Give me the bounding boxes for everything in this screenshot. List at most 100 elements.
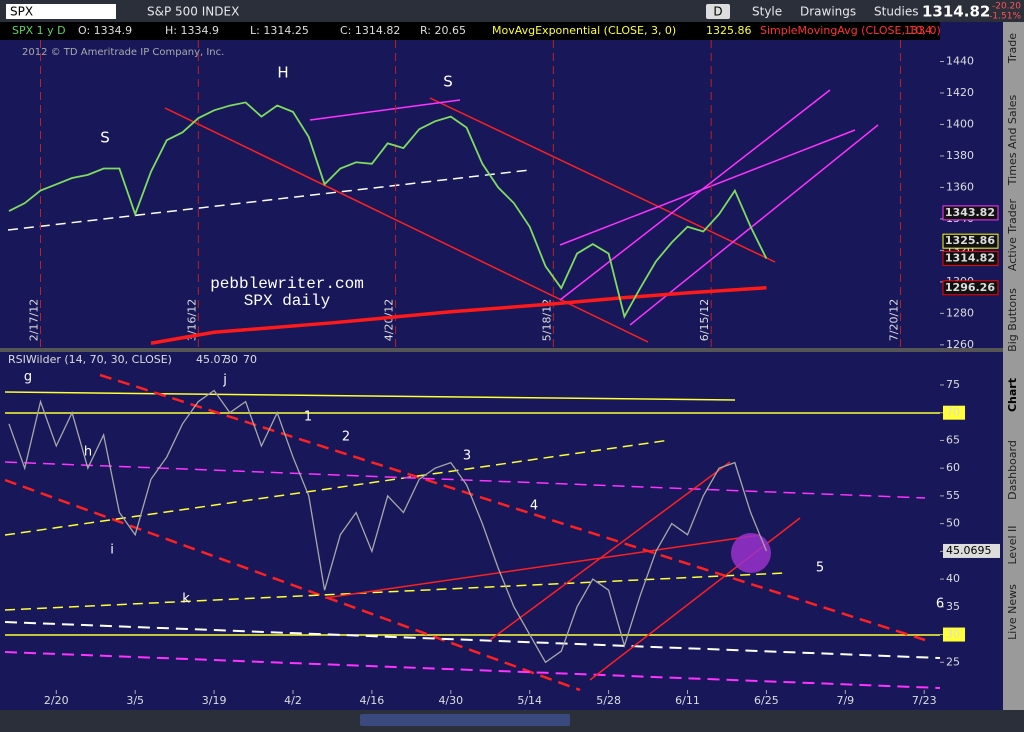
price-label-box: [942, 233, 999, 249]
side-tabs: [1003, 22, 1024, 710]
period-label: 4/20/12: [383, 299, 396, 341]
symbol-box[interactable]: [6, 4, 116, 19]
button[interactable]: Drawings: [800, 5, 856, 19]
x-tick-label: 6/25: [754, 694, 779, 707]
side-tab[interactable]: Times And Sales: [1006, 95, 1019, 187]
price-line: [8, 101, 768, 319]
side-tab[interactable]: Chart: [1006, 378, 1019, 412]
y-tick-label: 1440: [946, 54, 974, 67]
x-tick-label: 3/19: [202, 694, 227, 707]
study-name: MovAvgExponential (CLOSE, 3, 0): [492, 24, 676, 37]
oversold-label: 30: [224, 353, 238, 366]
side-tab[interactable]: Level II: [1006, 525, 1019, 564]
annotation: g: [24, 370, 32, 385]
y-tick-label: 35: [946, 600, 960, 613]
divider: [0, 348, 1003, 352]
study-title: RSIWilder (14, 70, 30, CLOSE): [8, 353, 172, 366]
symbol: SPX: [10, 5, 33, 19]
period-label: D: [713, 5, 722, 19]
study-name: SimpleMovingAvg (CLOSE, 10, 0): [760, 24, 941, 37]
study-value: 1334.: [904, 24, 936, 37]
period-label: 5/18/12: [540, 299, 553, 341]
symbol-period: SPX 1 y D: [12, 24, 66, 37]
annotation: 6: [936, 597, 944, 612]
x-tick-label: 4/30: [438, 694, 463, 707]
annotation: j: [222, 373, 227, 388]
tick-highlight: [943, 627, 965, 642]
side-tab[interactable]: Active Trader: [1006, 198, 1019, 271]
watermark: pebblewriter.com: [210, 275, 364, 293]
x-tick-label: 5/28: [596, 694, 621, 707]
copyright: 2012 © TD Ameritrade IP Company, Inc.: [22, 47, 224, 58]
low: L: 1314.25: [250, 24, 309, 37]
annotation: k: [182, 592, 190, 607]
close: C: 1314.82: [340, 24, 400, 37]
period-label: 6/15/12: [698, 299, 711, 341]
y-tick-label: 1280: [946, 306, 974, 319]
button[interactable]: Style: [752, 5, 782, 19]
side-tab[interactable]: Dashboard: [1006, 440, 1019, 500]
x-tick-label: 7/9: [836, 694, 854, 707]
rsi-panel: [0, 352, 940, 690]
x-tick-label: 4/16: [360, 694, 385, 707]
y-tick-label: 1400: [946, 117, 974, 130]
price-label-box: [942, 205, 999, 221]
y-tick-label: 50: [946, 517, 960, 530]
x-tick-label: 2/20: [44, 694, 69, 707]
watermark: SPX daily: [244, 292, 331, 310]
y-tick-label: 65: [946, 433, 960, 446]
change: -20.20: [992, 2, 1021, 12]
price-label-box: [942, 251, 999, 267]
change-pct: -1.51%: [989, 12, 1021, 22]
annotation: i: [110, 543, 114, 558]
moving-average: [150, 286, 767, 346]
toolbar: [0, 0, 1024, 22]
annotation: 2: [342, 430, 350, 445]
info-bar: [0, 22, 1003, 40]
x-tick-label: 3/5: [126, 694, 144, 707]
last-price: 1314.82: [922, 3, 990, 21]
price-axis: [940, 22, 1003, 690]
x-tick-label: 6/11: [675, 694, 700, 707]
price-panel: [0, 40, 940, 348]
scroll-thumb[interactable]: [360, 714, 570, 726]
y-tick-label: 25: [946, 655, 960, 668]
y-tick-label: 55: [946, 489, 960, 502]
side-tab[interactable]: Live News: [1006, 584, 1019, 640]
annotation: 5: [816, 561, 824, 576]
tick-highlight: [943, 405, 965, 420]
highlight-circle: [731, 533, 771, 573]
x-tick-label: 5/14: [517, 694, 542, 707]
y-tick-label: 70: [946, 406, 960, 419]
time-axis: [0, 690, 1003, 710]
y-tick-label: 1420: [946, 86, 974, 99]
annotation: H: [277, 64, 288, 82]
annotation: 1: [304, 410, 312, 425]
period-label: 2/17/12: [28, 299, 41, 341]
annotation: 4: [530, 499, 538, 514]
y-tick-label: 40: [946, 572, 960, 585]
price-label: 1325.86: [945, 234, 995, 247]
annotation: S: [100, 129, 110, 147]
price-label: 1343.82: [945, 206, 995, 219]
y-tick-label: 75: [946, 378, 960, 391]
high: H: 1334.9: [165, 24, 219, 37]
side-tab[interactable]: Trade: [1006, 33, 1019, 64]
side-tab[interactable]: Big Buttons: [1006, 288, 1019, 352]
period-label: 7/20/12: [888, 299, 901, 341]
price-label: 1314.82: [945, 252, 995, 265]
open: O: 1334.9: [78, 24, 132, 37]
study-value: 1325.86: [706, 24, 752, 37]
annotation: S: [443, 73, 453, 91]
y-tick-label: 60: [946, 461, 960, 474]
button[interactable]: Studies: [874, 5, 919, 19]
period-button[interactable]: [706, 4, 730, 19]
last-value-box: [943, 543, 1000, 558]
y-tick-label: 1260: [946, 338, 974, 351]
description: S&P 500 INDEX: [147, 5, 239, 19]
price-label: 1296.26: [945, 281, 995, 294]
overbought-label: 70: [243, 353, 257, 366]
y-tick-label: 1380: [946, 149, 974, 162]
rsi-line: [8, 389, 768, 664]
